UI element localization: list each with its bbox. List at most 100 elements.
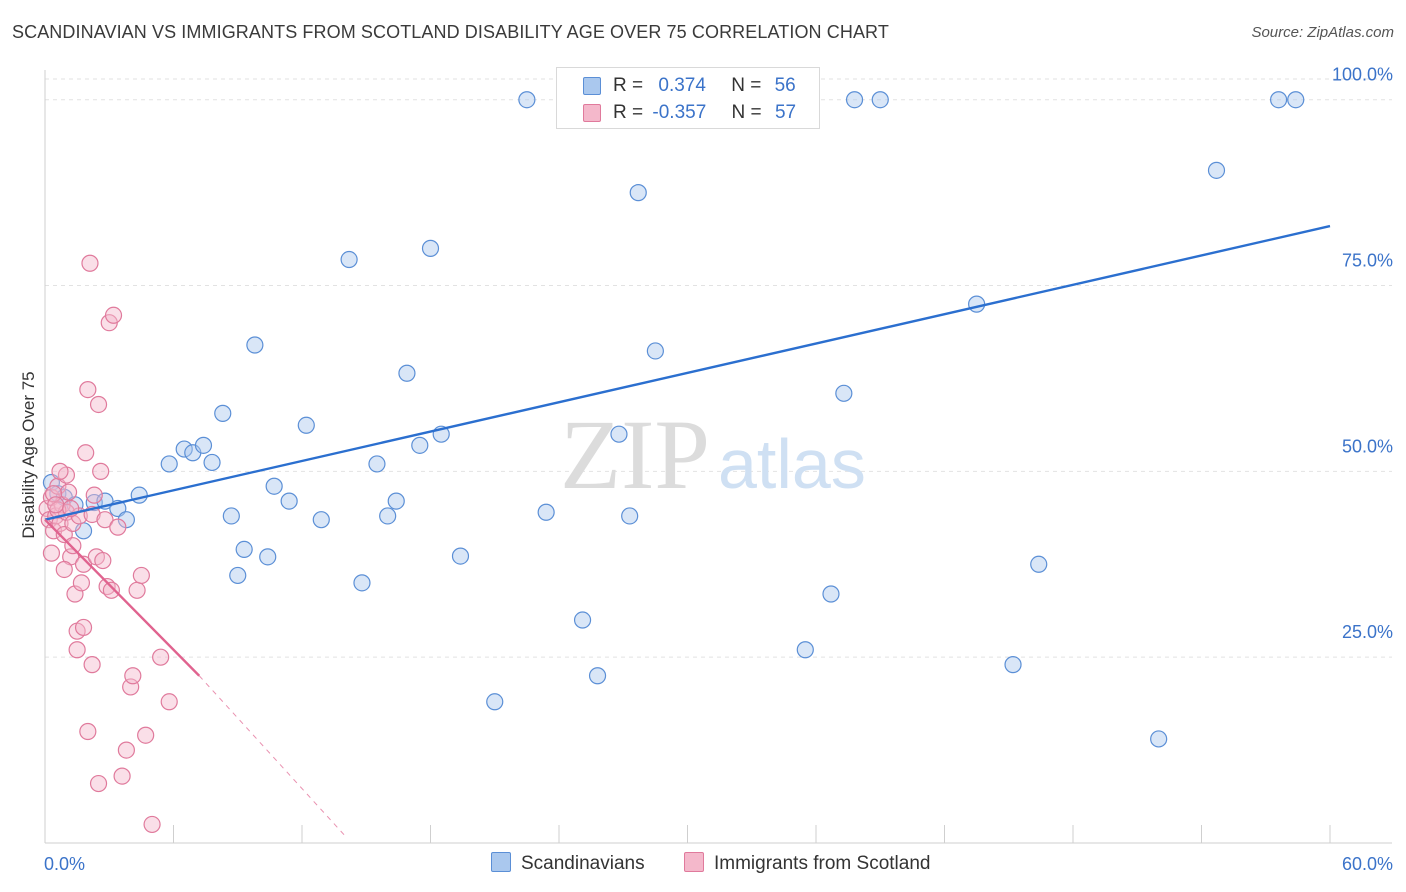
scotland-point xyxy=(132,566,150,585)
scotland-point xyxy=(51,462,69,480)
legend-n-value: 57 xyxy=(774,102,797,123)
series-name: Immigrants from Scotland xyxy=(714,853,931,874)
scandinavian-point xyxy=(1207,161,1226,179)
blue-swatch-icon xyxy=(491,852,511,872)
scandinavian-point xyxy=(379,507,397,525)
scotland-point xyxy=(83,656,101,674)
grid-layer xyxy=(45,78,1392,658)
scandinavian-point xyxy=(387,492,405,510)
scotland-point xyxy=(128,581,146,599)
scandinavian-point xyxy=(968,295,986,313)
scotland-point xyxy=(55,560,73,579)
scandinavian-point xyxy=(1287,91,1305,109)
scotland-point xyxy=(68,641,86,659)
scandinavian-point xyxy=(353,574,371,592)
scandinavian-point xyxy=(297,416,315,434)
scandinavian-point xyxy=(610,425,628,443)
pink-swatch-icon xyxy=(684,852,704,872)
scotland-trend-extension xyxy=(198,675,346,836)
scandinavian-point xyxy=(130,486,148,504)
scandinavian-point xyxy=(537,503,555,521)
scotland-point xyxy=(94,551,112,570)
scandinavian-point xyxy=(518,91,536,109)
legend-r-label: R = xyxy=(613,75,644,96)
scotland-point xyxy=(64,537,82,555)
scandinavian-point xyxy=(646,342,664,360)
scandinavian-point xyxy=(312,511,330,529)
scandinavian-point xyxy=(398,364,416,382)
scandinavian-trend-line xyxy=(44,224,1331,521)
scotland-point xyxy=(89,395,108,414)
scandinavian-point xyxy=(1030,555,1048,573)
scotland-point xyxy=(113,767,131,785)
series-name: Scandinavians xyxy=(521,853,645,874)
y-tick-label: 50.0% xyxy=(1342,436,1393,456)
scandinavian-point xyxy=(175,440,193,458)
scandinavian-point xyxy=(486,693,504,711)
scandinavian-point xyxy=(796,641,814,659)
scotland-point xyxy=(117,741,135,759)
scandinavian-point xyxy=(845,91,864,109)
scandinavian-point xyxy=(421,239,440,257)
scotland-point xyxy=(137,726,155,744)
scotland-point xyxy=(152,648,170,666)
scandinavian-point xyxy=(573,611,592,629)
x-tick-label: 0.0% xyxy=(44,854,85,874)
y-tick-label: 100.0% xyxy=(1332,65,1393,85)
scandinavian-point xyxy=(194,436,213,454)
scotland-trend-line xyxy=(44,518,201,677)
points-layer xyxy=(38,91,1305,834)
scandinavian-point xyxy=(871,91,889,109)
scandinavian-point xyxy=(340,250,358,269)
scotland-point xyxy=(72,574,91,592)
scandinavian-point xyxy=(203,453,221,472)
scandinavian-point xyxy=(822,585,840,603)
scotland-point xyxy=(74,555,93,573)
legend-n-value: 56 xyxy=(774,75,796,96)
source-label: Source: ZipAtlas.com xyxy=(1251,24,1394,41)
watermark: ZIP atlas xyxy=(560,399,866,510)
scotland-point xyxy=(47,496,65,514)
scotland-point xyxy=(124,667,142,685)
scotland-point xyxy=(109,518,127,536)
scotland-point xyxy=(77,444,95,462)
scandinavian-point xyxy=(1150,730,1168,748)
scandinavian-point xyxy=(1004,656,1022,674)
scotland-point xyxy=(104,306,123,324)
scandinavian-point xyxy=(835,384,853,402)
bottom-legend-immigrants-scotland: Immigrants from Scotland xyxy=(684,852,930,875)
scandinavian-point xyxy=(368,455,386,473)
legend-n-label: N = xyxy=(731,102,762,123)
scandinavian-point xyxy=(280,492,298,510)
scandinavian-point xyxy=(259,548,277,566)
scotland-point xyxy=(96,511,114,529)
scandinavian-point xyxy=(265,477,283,495)
scotland-point xyxy=(42,544,61,562)
blue-swatch-icon xyxy=(583,77,601,95)
scandinavian-point xyxy=(235,540,253,559)
scandinavian-point xyxy=(1269,91,1288,109)
chart-title: SCANDINAVIAN VS IMMIGRANTS FROM SCOTLAND… xyxy=(12,22,889,42)
axis-layer: 25.0% 50.0% 75.0% 100.0% 0.0% 60.0% xyxy=(44,65,1393,874)
watermark-zip: ZIP xyxy=(560,399,710,510)
scotland-point xyxy=(143,815,161,834)
scandinavian-point xyxy=(222,507,240,525)
trend-layer xyxy=(44,224,1331,836)
scandinavian-point xyxy=(451,547,470,565)
pink-swatch-icon xyxy=(583,104,601,122)
legend-r-label: R = xyxy=(613,102,644,123)
legend-n-label: N = xyxy=(731,75,762,96)
watermark-atlas: atlas xyxy=(718,425,866,503)
scandinavian-point xyxy=(588,667,607,685)
scotland-point xyxy=(92,462,110,480)
scandinavian-point xyxy=(160,455,178,473)
scandinavian-point xyxy=(246,336,264,354)
scotland-point xyxy=(79,381,97,399)
y-tick-label: 25.0% xyxy=(1342,622,1393,642)
scotland-point xyxy=(44,485,63,503)
scandinavian-point xyxy=(621,507,639,525)
bottom-legend-scandinavians: Scandinavians xyxy=(491,852,645,875)
correlation-legend: R = 0.374 N = 56 R = -0.357 N = 57 xyxy=(556,67,820,129)
scotland-point xyxy=(160,693,178,711)
